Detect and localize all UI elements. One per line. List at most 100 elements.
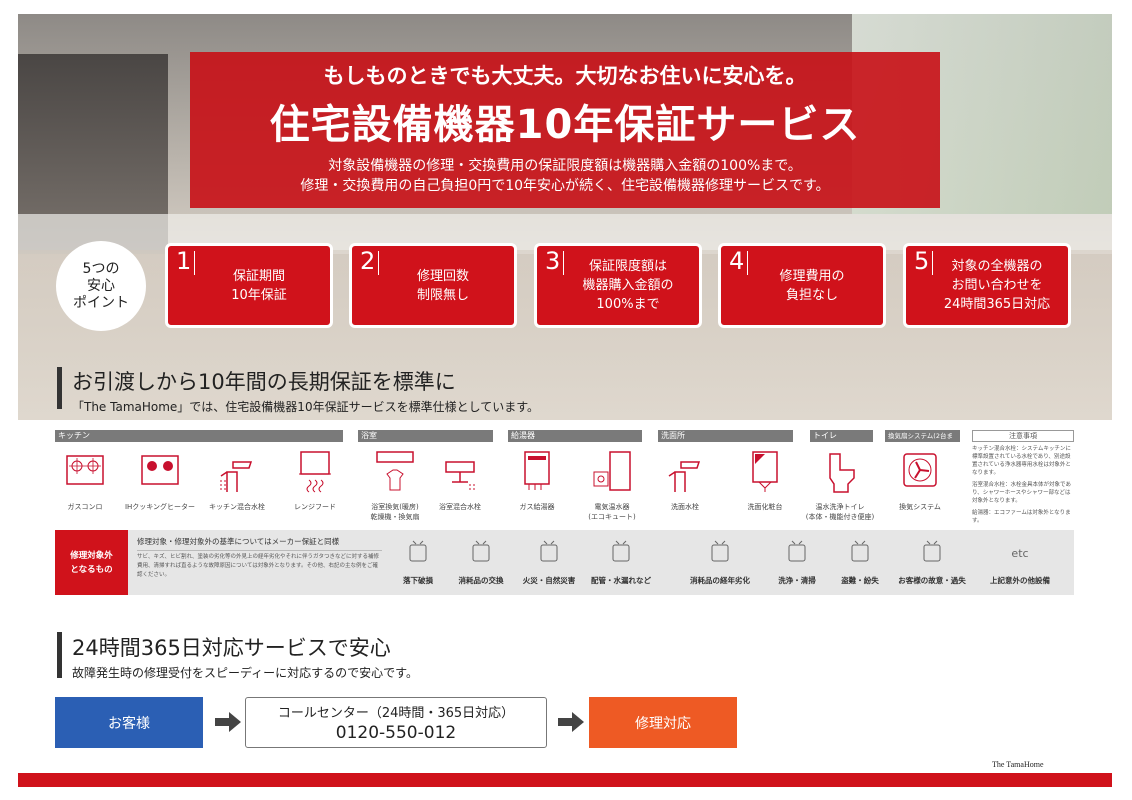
exclusions-heading: 修理対象・修理対象外の基準についてはメーカー保証と同様: [137, 536, 382, 551]
equipment-item: キッチン混合水栓: [197, 448, 277, 512]
exclusion-icon: [788, 540, 806, 562]
note: 浴室混合水栓：水栓金具本体が対象であり、シャワーホースやシャワー部などは対象外と…: [972, 482, 1071, 504]
phone-number: 0120-550-012: [335, 723, 457, 743]
point-text: 保証限度額は 機器購入金額の 100%まで: [582, 259, 674, 312]
flow-call-center: コールセンター（24時間・365日対応） 0120-550-012: [245, 697, 547, 748]
section2-subtitle: 故障発生時の修理受付をスピーディーに対応するので安心です。: [72, 666, 418, 680]
etc-text: etc: [1011, 547, 1028, 560]
category-washroom: 洗面所: [658, 430, 793, 442]
exclusion-label: 上記意外の他設備: [990, 576, 1050, 585]
point-5: 5 対象の全機器の お問い合わせを 24時間365日対応: [903, 243, 1071, 328]
exclusions-description: サビ、キズ、ヒビ割れ、塗装の劣化等の外見上の経年劣化やそれに伴うガタつきなどに対…: [137, 554, 380, 578]
equipment-icon: [903, 453, 937, 487]
equipment-item: 換気システム: [880, 448, 960, 512]
exclusion-icon: [472, 540, 490, 562]
equipment-label: IHクッキングヒーター: [124, 503, 196, 511]
equipment-icon: [668, 461, 701, 492]
exclusion-item: 盗難・紛失: [820, 537, 900, 586]
flow-customer: お客様: [55, 697, 203, 748]
note: 給湯器：エコファームは対象外となります。: [972, 510, 1071, 524]
hero-banner: もしものときでも大丈夫。大切なお住いに安心を。 住宅設備機器10年保証サービス …: [190, 52, 940, 208]
points-badge: 5つの 安心 ポイント: [56, 241, 146, 331]
equipment-icon: [829, 453, 855, 493]
footer-bar: [18, 773, 1112, 787]
equipment-label: ガスコンロ: [67, 503, 103, 511]
point-3: 3 保証限度額は 機器購入金額の 100%まで: [534, 243, 702, 328]
equipment-item: ガスコンロ: [45, 448, 125, 512]
equipment-label: 換気システム: [899, 503, 941, 511]
equipment-item: 浴室換気(暖房) 乾燥機・換気扇: [355, 448, 435, 522]
exclusions-panel: 修理対象外 となるもの 修理対象・修理対象外の基準についてはメーカー保証と同様 …: [55, 530, 1074, 595]
category-bath: 浴室: [358, 430, 493, 442]
equipment-item: 洗面水栓: [645, 448, 725, 512]
category-toilet: トイレ: [810, 430, 873, 442]
exclusion-label: 盗難・紛失: [841, 576, 879, 585]
exclusion-icon: etc: [1011, 547, 1028, 560]
notes-title: 注意事項: [972, 430, 1074, 442]
exclusion-item: etc 上記意外の他設備: [980, 537, 1060, 586]
exclusion-item: 洗浄・清掃: [757, 537, 837, 586]
exclusion-item: 配管・水漏れなど: [581, 537, 661, 586]
equipment-icon: [299, 451, 331, 493]
exclusion-icon: [711, 540, 729, 562]
note: キッチン混合水栓：システムキッチンに標準設置されている水栓であり、別途設置されて…: [972, 446, 1071, 476]
exclusion-icon: [612, 540, 630, 562]
exclusion-icon: [540, 540, 558, 562]
page-title: 住宅設備機器10年保証サービス: [269, 102, 861, 148]
equipment-icon: [445, 461, 475, 492]
category-kitchen: キッチン: [55, 430, 343, 442]
point-number: 3: [545, 247, 565, 275]
point-text: 対象の全機器の お問い合わせを 24時間365日対応: [943, 259, 1051, 312]
point-number: 4: [729, 247, 749, 275]
equipment-label: 温水洗浄トイレ (本体・機能付き便座): [805, 503, 875, 521]
point-text: 修理費用の 負担なし: [779, 268, 845, 303]
point-text: 修理回数 制限無し: [416, 268, 469, 303]
exclusion-item: 消耗品の交換: [441, 537, 521, 586]
exclusions-label: 修理対象外 となるもの: [55, 530, 128, 595]
equipment-label: 電気温水器 (エコキュート): [588, 503, 636, 521]
banner-description: 対象設備機器の修理・交換費用の保証限度額は機器購入金額の100%まで。 修理・交…: [300, 158, 830, 194]
point-number: 5: [914, 247, 934, 275]
tagline: もしものときでも大丈夫。大切なお住いに安心を。: [323, 64, 807, 88]
exclusion-item: 落下破損: [378, 537, 458, 586]
flow-repair: 修理対応: [589, 697, 737, 748]
heading-bar: [57, 367, 62, 409]
exclusion-icon: [409, 540, 427, 562]
equipment-icon: [752, 451, 778, 492]
point-number: 2: [360, 247, 380, 275]
equipment-icon: [376, 451, 414, 491]
equipment-icon: [66, 455, 104, 485]
point-number: 1: [176, 247, 196, 275]
equipment-item: ガス給湯器: [497, 448, 577, 512]
heading-bar: [57, 632, 62, 678]
equipment-label: 浴室混合水栓: [439, 503, 481, 511]
equipment-icon: [220, 461, 253, 492]
equipment-item: レンジフード: [275, 448, 355, 512]
point-4: 4 修理費用の 負担なし: [718, 243, 886, 328]
point-text: 保証期間 10年保証: [231, 268, 287, 303]
category-ventilation: 換気扇システム(2台まで): [885, 430, 960, 452]
exclusion-item: 火災・自然災害: [509, 537, 589, 586]
equipment-label: キッチン混合水栓: [209, 503, 265, 511]
point-1: 1 保証期間 10年保証: [165, 243, 333, 328]
equipment-item: 温水洗浄トイレ (本体・機能付き便座): [800, 448, 880, 522]
exclusion-label: 消耗品の経年劣化: [690, 576, 750, 585]
exclusion-label: 配管・水漏れなど: [591, 576, 651, 585]
equipment-icon: [593, 451, 631, 491]
exclusion-item: 消耗品の経年劣化: [680, 537, 760, 586]
point-2: 2 修理回数 制限無し: [349, 243, 517, 328]
category-water-heater: 給湯器: [508, 430, 642, 442]
equipment-item: 浴室混合水栓: [420, 448, 500, 512]
equipment-label: 洗面化粧台: [747, 503, 783, 511]
exclusion-icon: [923, 540, 941, 562]
equipment-item: IHクッキングヒーター: [120, 448, 200, 512]
exclusion-label: 洗浄・清掃: [778, 576, 816, 585]
exclusion-icon: [851, 540, 869, 562]
exclusion-label: 落下破損: [403, 576, 433, 585]
tamahome-logo: The TamaHome: [992, 760, 1044, 769]
section1-title: お引渡しから10年間の長期保証を標準に: [72, 370, 456, 394]
equipment-label: 洗面水栓: [671, 503, 699, 511]
section1-subtitle: 「The TamaHome」では、住宅設備機器10年保証サービスを標準仕様として…: [72, 400, 540, 414]
section2-title: 24時間365日対応サービスで安心: [72, 636, 391, 660]
equipment-label: 浴室換気(暖房) 乾燥機・換気扇: [370, 503, 420, 521]
